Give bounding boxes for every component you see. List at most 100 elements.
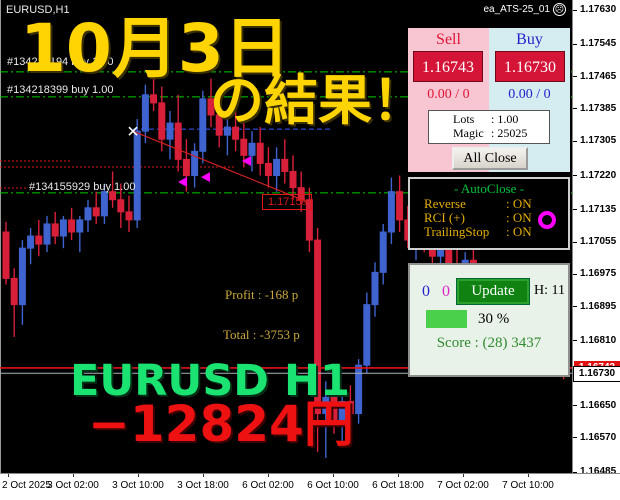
candle-body — [59, 219, 67, 237]
candle-body — [166, 122, 174, 140]
lots-value: : 1.00 — [491, 112, 519, 126]
candle-body — [248, 142, 256, 156]
price-tick-label: 1.17630 — [580, 4, 617, 16]
candle-body — [76, 219, 84, 233]
time-tick-mark — [8, 474, 9, 477]
candle-body — [256, 142, 264, 164]
buy-title: Buy — [516, 31, 543, 48]
candle-body — [281, 158, 289, 172]
candle-body — [232, 126, 240, 140]
chart-area[interactable]: EURUSD,H1 ea_ATS-25_01 ☹ #134216194 buy … — [0, 0, 572, 473]
position-label: #134218399 buy 1.00 — [7, 84, 114, 96]
autoclose-title: - AutoClose - — [453, 181, 525, 196]
candle-body — [141, 94, 149, 132]
candle-body — [43, 223, 51, 245]
time-tick-label: 6 Oct 02:00 — [242, 480, 294, 491]
candle-body — [387, 191, 395, 233]
ea-name-text: ea_ATS-25_01 — [483, 4, 550, 15]
position-label: #134216194 buy 1.00 — [7, 56, 114, 68]
time-tick-mark — [333, 474, 334, 477]
candle-body — [18, 247, 26, 306]
candle-body — [51, 223, 59, 237]
candle-body — [379, 231, 387, 273]
trendline-handle-icon — [128, 126, 138, 136]
candle-body — [330, 396, 338, 423]
candle-body — [346, 400, 354, 415]
price-tick-mark — [573, 340, 577, 342]
total-label: Total : -3753 p — [223, 327, 300, 342]
overlay-pnl-text: −12824円 — [88, 395, 354, 453]
price-tick-label: 1.16570 — [580, 431, 617, 443]
price-tick-mark — [573, 273, 577, 275]
magic-row: Magic: 25025 — [429, 126, 549, 140]
price-tick-mark — [573, 241, 577, 243]
autoclose-row-trailingstop: TrailingStop: ON — [410, 225, 568, 239]
bid-price-tag: 1.16730 — [573, 366, 620, 383]
update-button[interactable]: Update — [456, 278, 530, 305]
candle-body — [322, 396, 330, 415]
candle-body — [100, 191, 108, 217]
time-tick-mark — [268, 474, 269, 477]
price-axis[interactable]: 1.16743 1.16730 1.176301.175451.174651.1… — [572, 0, 620, 477]
reverse-value: : ON — [506, 196, 532, 211]
all-close-button[interactable]: All Close — [452, 147, 528, 170]
time-tick-mark — [73, 474, 74, 477]
candle-body — [240, 138, 248, 156]
reverse-label: Reverse — [424, 196, 466, 211]
percent-label: 30 % — [478, 311, 510, 327]
time-tick-label: 7 Oct 10:00 — [502, 480, 554, 491]
price-tick-label: 1.16975 — [580, 268, 617, 280]
candle-body — [68, 219, 76, 233]
price-tick-mark — [573, 140, 577, 142]
overlay-date-text: 10月3日 — [20, 10, 290, 87]
chart-symbol-label: EURUSD,H1 — [6, 4, 70, 16]
candle-body — [158, 102, 166, 140]
candle-body — [396, 191, 404, 221]
price-tick-mark — [573, 471, 577, 473]
candle-body — [182, 158, 190, 177]
rci-value: : ON — [506, 210, 532, 225]
time-tick-mark — [138, 474, 139, 477]
ea-smiley-icon[interactable]: ☹ — [553, 3, 566, 16]
lots-label: Lots — [453, 112, 475, 126]
trailingstop-value: : ON — [506, 224, 532, 239]
price-tick-label: 1.16650 — [580, 399, 617, 411]
candle-body — [305, 199, 313, 241]
candle-body — [35, 235, 43, 245]
autoclose-row-reverse: Reverse : ON — [410, 197, 568, 211]
trade-arrow-icon — [178, 176, 187, 187]
ea-name-label: ea_ATS-25_01 ☹ — [483, 3, 566, 16]
autoclose-panel: - AutoClose - Reverse : ON RCI (+) : ON Tr… — [408, 177, 570, 250]
price-tick-label: 1.16810 — [580, 334, 617, 346]
candle-body — [133, 130, 141, 221]
price-tick-label: 1.17385 — [580, 102, 617, 114]
candle-body — [199, 98, 207, 152]
buy-price-button[interactable]: 1.16730 — [495, 51, 565, 82]
candle-body — [117, 199, 125, 213]
candle-body — [125, 211, 133, 221]
time-tick-label: 6 Oct 18:00 — [372, 480, 424, 491]
profit-label: Profit : -168 p — [225, 287, 299, 302]
candle-body — [109, 191, 117, 201]
trendline-price-box[interactable]: 1.17156 — [262, 194, 312, 210]
price-tick-label: 1.17220 — [580, 169, 617, 181]
price-tick-label: 1.17135 — [580, 203, 617, 215]
sell-title: Sell — [436, 31, 461, 48]
sell-price-button[interactable]: 1.16743 — [413, 51, 483, 82]
rci-label: RCI (+) — [424, 210, 465, 225]
candle-body — [314, 239, 322, 415]
score-label: Score : (28) 3437 — [436, 335, 542, 351]
counter-blue: 0 — [422, 283, 430, 300]
candle-body — [207, 98, 215, 116]
update-panel: 0 0 Update H: 11 30 % Score : (28) 3437 — [408, 263, 570, 377]
overlay-symbol-text: EURUSD H1 — [70, 356, 350, 406]
price-tick-mark — [573, 175, 577, 177]
price-tick-mark — [573, 437, 577, 439]
magic-value: : 25025 — [491, 126, 528, 140]
price-tick-mark — [573, 108, 577, 110]
candle-body — [2, 231, 10, 279]
time-axis[interactable]: 2 Oct 2025 3 Oct 02:00 3 Oct 10:00 3 Oct 18… — [0, 473, 620, 500]
time-tick-label: 2 Oct 2025 — [2, 480, 51, 491]
candle-body — [191, 150, 199, 177]
